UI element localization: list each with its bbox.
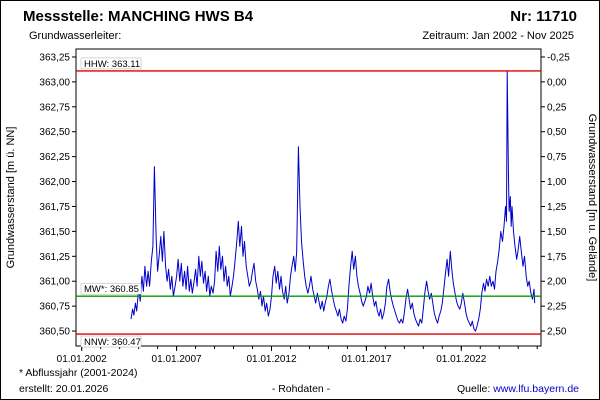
svg-text:363,00: 363,00 xyxy=(39,77,70,88)
svg-text:2,50: 2,50 xyxy=(547,327,567,338)
svg-text:01.01.2022: 01.01.2022 xyxy=(436,354,486,365)
svg-text:01.01.2007: 01.01.2007 xyxy=(152,354,202,365)
svg-text:0,25: 0,25 xyxy=(547,102,567,113)
svg-text:362,50: 362,50 xyxy=(39,127,70,138)
svg-text:361,75: 361,75 xyxy=(39,202,70,213)
svg-text:361,00: 361,00 xyxy=(39,277,70,288)
svg-text:-0,25: -0,25 xyxy=(547,52,570,63)
discharge-year-note: * Abflussjahr (2001-2024) xyxy=(19,367,138,379)
svg-text:HHW: 363.11: HHW: 363.11 xyxy=(84,59,140,70)
svg-text:2,25: 2,25 xyxy=(547,302,567,313)
svg-text:MW*: 360.85: MW*: 360.85 xyxy=(84,284,139,295)
svg-text:361,50: 361,50 xyxy=(39,227,70,238)
svg-text:Grundwasserstand [m u. Gelände: Grundwasserstand [m u. Gelände] xyxy=(586,114,598,282)
svg-text:01.01.2012: 01.01.2012 xyxy=(246,354,296,365)
source-label: Quelle: xyxy=(457,383,494,395)
svg-text:362,25: 362,25 xyxy=(39,152,70,163)
svg-text:NNW: 360.47: NNW: 360.47 xyxy=(84,337,141,348)
svg-text:2,00: 2,00 xyxy=(547,277,567,288)
svg-text:362,75: 362,75 xyxy=(39,102,70,113)
period-label: Zeitraum: Jan 2002 - Nov 2025 xyxy=(422,30,574,42)
svg-text:0,50: 0,50 xyxy=(547,127,567,138)
raw-data-label: - Rohdaten - xyxy=(271,383,331,395)
svg-text:361,25: 361,25 xyxy=(39,252,70,263)
svg-text:Grundwasserstand [m ü. NN]: Grundwasserstand [m ü. NN] xyxy=(5,127,17,269)
svg-text:1,75: 1,75 xyxy=(547,252,567,263)
svg-text:0,75: 0,75 xyxy=(547,152,567,163)
svg-text:360,75: 360,75 xyxy=(39,302,70,313)
aquifer-label: Grundwasserleiter: xyxy=(29,30,122,42)
source-link[interactable]: www.lfu.bayern.de xyxy=(493,383,579,395)
page-title: Messstelle: MANCHING HWS B4 xyxy=(23,8,254,25)
svg-text:1,50: 1,50 xyxy=(547,227,567,238)
station-number: Nr: 11710 xyxy=(510,8,577,25)
svg-text:363,25: 363,25 xyxy=(39,52,70,63)
svg-text:01.01.2017: 01.01.2017 xyxy=(341,354,391,365)
svg-text:362,00: 362,00 xyxy=(39,177,70,188)
svg-text:01.01.2002: 01.01.2002 xyxy=(57,354,107,365)
created-date: erstellt: 20.01.2026 xyxy=(19,383,109,395)
svg-text:360,50: 360,50 xyxy=(39,327,70,338)
svg-text:1,00: 1,00 xyxy=(547,177,567,188)
source-line: Quelle: www.lfu.bayern.de xyxy=(457,383,579,395)
svg-text:1,25: 1,25 xyxy=(547,202,567,213)
svg-text:0,00: 0,00 xyxy=(547,77,567,88)
